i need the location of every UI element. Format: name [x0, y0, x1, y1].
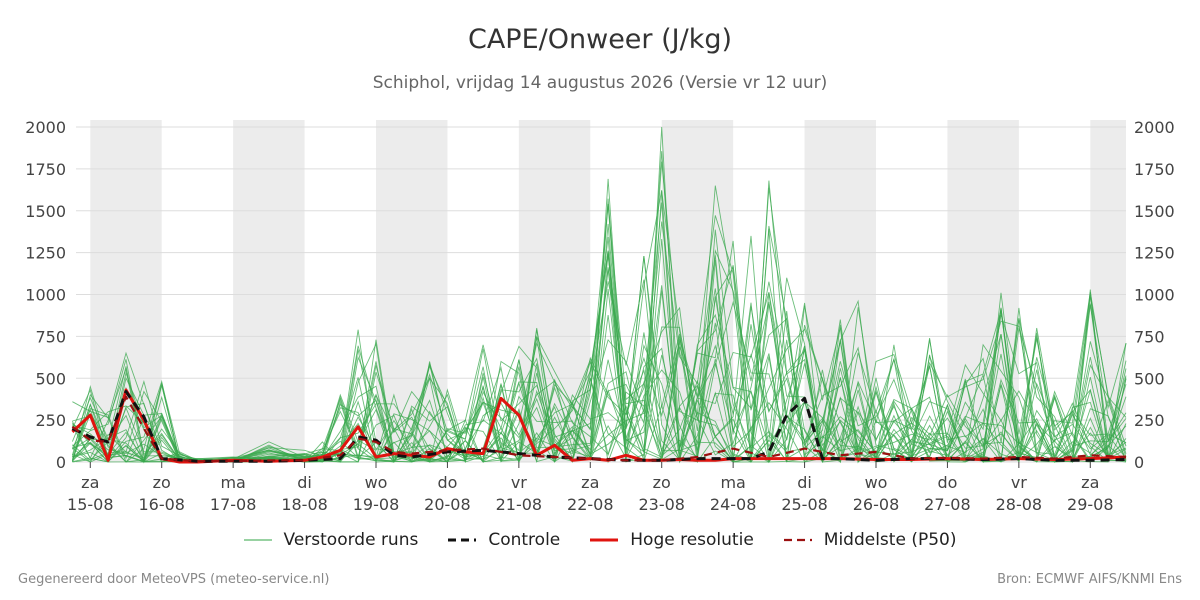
x-tick-date: 22-08 — [567, 495, 614, 514]
y-tick-label-right: 1250 — [1134, 244, 1175, 263]
y-tick-label-left: 1250 — [25, 244, 66, 263]
x-tick-date: 25-08 — [781, 495, 828, 514]
x-tick-date: 28-08 — [996, 495, 1043, 514]
ensemble-member-line — [71, 185, 1127, 464]
x-tick-day: vr — [511, 473, 527, 492]
x-tick-date: 19-08 — [353, 495, 400, 514]
x-tick-day: ma — [720, 473, 745, 492]
median-line — [71, 395, 1127, 463]
ensemble-member-line — [72, 255, 1127, 464]
y-tick-label-left: 0 — [56, 453, 66, 472]
y-tick-label-right: 1750 — [1134, 160, 1175, 179]
legend: Verstoorde runs Controle Hoge resolutie … — [0, 530, 1200, 550]
footer-source: Bron: ECMWF AIFS/KNMI Ens — [997, 572, 1182, 587]
x-tick-day: di — [297, 473, 312, 492]
legend-item-control: Controle — [448, 530, 560, 550]
y-tick-label-left: 750 — [35, 327, 66, 346]
legend-item-median: Middelste (P50) — [783, 530, 957, 550]
x-tick-day: do — [937, 473, 957, 492]
x-tick-day: wo — [365, 473, 388, 492]
x-tick-date: 16-08 — [138, 495, 185, 514]
y-tick-label-right: 250 — [1134, 411, 1165, 430]
x-tick-day: ma — [220, 473, 245, 492]
y-tick-label-left: 250 — [35, 411, 66, 430]
x-tick-day: wo — [865, 473, 888, 492]
chart-title: CAPE/Onweer (J/kg) — [467, 24, 732, 55]
y-tick-label-left: 2000 — [25, 118, 66, 137]
x-tick-date: 15-08 — [67, 495, 114, 514]
x-tick-date: 23-08 — [638, 495, 685, 514]
ensemble-member-line — [71, 229, 1127, 463]
x-tick-day: di — [797, 473, 812, 492]
legend-label-members: Verstoorde runs — [283, 530, 419, 550]
x-tick-date: 20-08 — [424, 495, 471, 514]
legend-label-control: Controle — [488, 530, 561, 550]
footer-generated-by: Gegenereerd door MeteoVPS (meteo-service… — [18, 572, 330, 587]
x-tick-date: 17-08 — [210, 495, 257, 514]
x-tick-day: do — [437, 473, 457, 492]
legend-label-hires: Hoge resolutie — [630, 530, 754, 550]
ensemble-member-line — [72, 294, 1127, 464]
x-tick-day: zo — [653, 473, 671, 492]
y-tick-label-right: 0 — [1134, 453, 1144, 472]
x-tick-date: 18-08 — [281, 495, 328, 514]
ensemble-member-line — [71, 345, 1127, 463]
y-tick-label-right: 2000 — [1134, 118, 1175, 137]
control-line — [71, 390, 1127, 463]
y-tick-label-right: 500 — [1134, 369, 1165, 388]
x-tick-day: zo — [153, 473, 171, 492]
x-tick-date: 26-08 — [853, 495, 900, 514]
y-tick-label-right: 750 — [1134, 327, 1165, 346]
x-tick-date: 27-08 — [924, 495, 971, 514]
y-tick-label-left: 1750 — [25, 160, 66, 179]
x-tick-day: za — [81, 473, 99, 492]
ensemble-member-line — [72, 223, 1127, 464]
y-tick-label-left: 1000 — [25, 286, 66, 305]
y-tick-label-left: 500 — [35, 369, 66, 388]
x-tick-date: 29-08 — [1067, 495, 1114, 514]
x-tick-day: vr — [1011, 473, 1027, 492]
y-tick-label-right: 1000 — [1134, 286, 1175, 305]
chart-subtitle: Schiphol, vrijdag 14 augustus 2026 (Vers… — [372, 73, 828, 93]
x-tick-date: 24-08 — [710, 495, 757, 514]
legend-label-median: Middelste (P50) — [823, 530, 957, 550]
legend-item-hires: Hoge resolutie — [590, 530, 754, 550]
ensemble-member-line — [72, 238, 1127, 463]
x-tick-date: 21-08 — [496, 495, 543, 514]
legend-item-members: Verstoorde runs — [243, 530, 419, 550]
y-tick-label-left: 1500 — [25, 202, 66, 221]
y-tick-label-right: 1500 — [1134, 202, 1175, 221]
shaded-band — [90, 120, 162, 462]
x-tick-day: za — [581, 473, 599, 492]
shaded-band — [233, 120, 305, 462]
x-tick-day: za — [1081, 473, 1099, 492]
